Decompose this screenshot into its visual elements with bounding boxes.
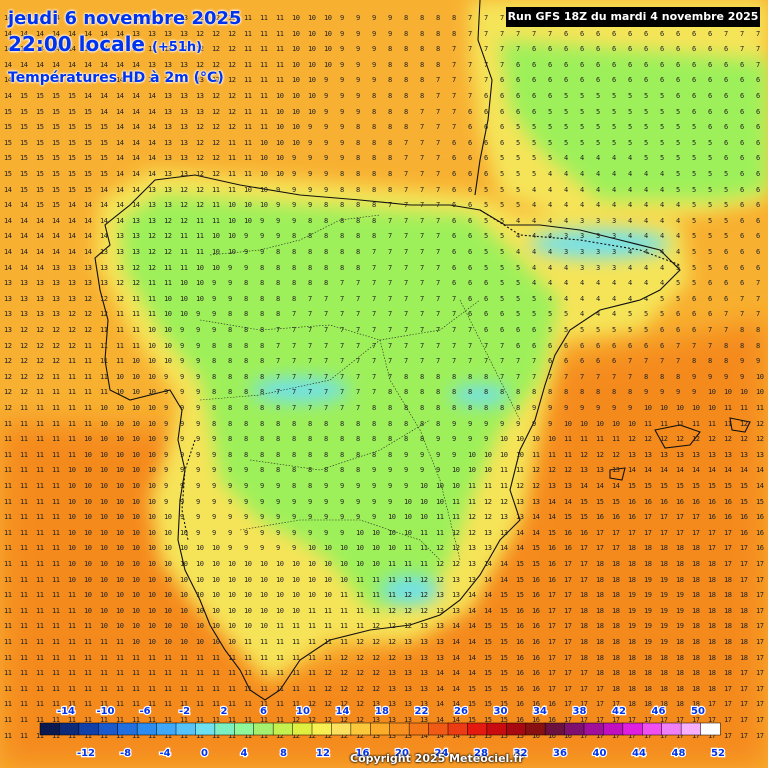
legend-swatch — [350, 722, 371, 736]
legend-swatch — [680, 722, 702, 736]
legend-label: 50 — [691, 706, 705, 717]
legend-label: 44 — [632, 748, 646, 759]
legend-swatch — [175, 722, 197, 736]
variable-title: Températures HD à 2m (°C) — [8, 70, 224, 86]
legend-swatch — [525, 722, 546, 736]
legend-label: -12 — [77, 748, 95, 759]
legend-label: 38 — [573, 706, 587, 717]
legend-swatch — [544, 722, 566, 736]
menorca — [729, 417, 751, 433]
legend-swatch — [59, 722, 80, 736]
pyrenees-cold-spot — [530, 230, 670, 258]
legend-label: -14 — [57, 706, 75, 717]
color-scale-legend: -14 -10 -6 -2 2 6 10 14 18 22 26 30 34 38 42 46 50-12 -8-… — [39, 705, 726, 760]
legend-label: 18 — [375, 706, 389, 717]
legend-swatch — [156, 722, 177, 736]
legend-label: 32 — [514, 748, 528, 759]
legend-swatch — [136, 722, 158, 736]
legend-swatch — [234, 722, 255, 736]
legend-swatch — [98, 722, 119, 736]
france-green-zone — [500, 40, 768, 200]
copyright-text: Copyright 2025 Meteociel.fr — [350, 752, 524, 765]
legend-swatch — [214, 722, 235, 736]
legend-swatch — [661, 722, 682, 736]
legend-label: 52 — [711, 748, 725, 759]
legend-label: 26 — [454, 706, 468, 717]
legend-swatch — [370, 722, 391, 736]
legend-label: 16 — [356, 748, 370, 759]
legend-swatch — [195, 722, 216, 736]
legend-swatch — [642, 722, 663, 736]
ibiza — [609, 467, 626, 481]
mallorca — [654, 424, 701, 449]
legend-label: 8 — [280, 748, 287, 759]
legend-label: 46 — [652, 706, 666, 717]
legend-label: 4 — [241, 748, 248, 759]
coastlines — [94, 0, 751, 701]
legend-label: 28 — [474, 748, 488, 759]
legend-swatch — [39, 722, 61, 736]
legend-swatch — [486, 722, 507, 736]
legend-swatch — [564, 722, 585, 736]
forecast-date: jeudi 6 novembre 2025 — [8, 8, 242, 29]
legend-swatch — [408, 722, 430, 736]
legend-label: 42 — [612, 706, 626, 717]
legend-label: 0 — [201, 748, 208, 759]
legend-swatch — [622, 722, 643, 736]
legend-label: 30 — [494, 706, 508, 717]
legend-swatch — [272, 722, 294, 736]
legend-label: 20 — [395, 748, 409, 759]
legend-label: 36 — [553, 748, 567, 759]
legend-label: 40 — [593, 748, 607, 759]
sierra-nevada-cold-spot — [380, 576, 440, 604]
legend-label: 12 — [316, 748, 330, 759]
legend-label: -10 — [96, 706, 114, 717]
legend-swatch — [447, 722, 469, 736]
legend-label: 48 — [672, 748, 686, 759]
legend-label: 34 — [533, 706, 547, 717]
legend-label: 2 — [221, 706, 228, 717]
legend-swatch — [389, 722, 410, 736]
legend-swatch — [700, 722, 721, 736]
legend-label: 22 — [415, 706, 429, 717]
legend-swatch — [292, 722, 313, 736]
legend-swatch — [78, 722, 99, 736]
legend-swatch — [253, 722, 274, 736]
legend-label: -8 — [120, 748, 131, 759]
legend-label: 14 — [336, 706, 350, 717]
legend-label: 10 — [296, 706, 310, 717]
legend-swatch — [311, 722, 333, 736]
legend-label: -2 — [179, 706, 190, 717]
east-cold-spot — [450, 385, 510, 405]
run-info-box: Run GFS 18Z du mardi 4 novembre 2025 — [506, 7, 760, 27]
warm-sea-zone — [0, 320, 768, 768]
land-green-zone — [120, 195, 560, 610]
legend-label: -6 — [139, 706, 150, 717]
forecast-lead-time: (+51h) — [152, 40, 202, 55]
legend-swatch — [428, 722, 449, 736]
france-coast — [474, 0, 493, 196]
legend-label: -4 — [159, 748, 170, 759]
legend-swatch — [583, 722, 605, 736]
legend-swatch — [467, 722, 488, 736]
legend-swatch — [331, 722, 352, 736]
legend-label: 24 — [435, 748, 449, 759]
regional-borders — [199, 214, 521, 561]
legend-swatch — [117, 722, 138, 736]
legend-swatch — [506, 722, 527, 736]
forecast-time: 22:00 locale (+51h) — [8, 32, 202, 56]
legend-swatch — [603, 722, 624, 736]
legend-label: 6 — [260, 706, 267, 717]
forecast-time-label: 22:00 locale — [8, 32, 145, 56]
central-cold-spot — [250, 378, 350, 402]
